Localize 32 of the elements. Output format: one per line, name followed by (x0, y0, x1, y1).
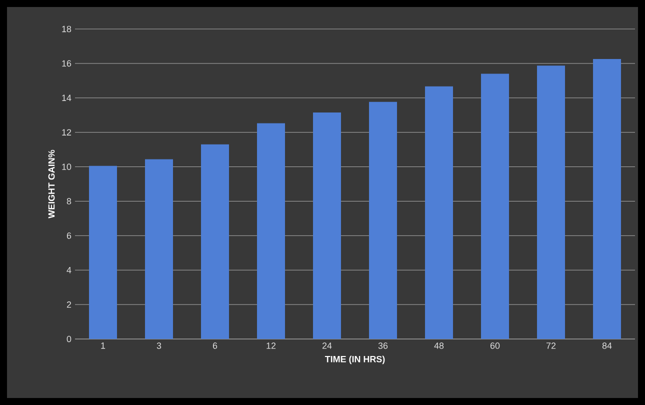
y-tick-label: 14 (62, 94, 72, 101)
x-tick-label: 12 (266, 342, 276, 349)
y-tick-label: 4 (66, 267, 72, 274)
x-tick-label: 60 (490, 342, 500, 349)
x-tick-label: 36 (378, 342, 388, 349)
bar (481, 74, 510, 339)
y-tick-label: 8 (66, 198, 72, 204)
x-tick-label: 72 (546, 342, 556, 349)
y-tick-label: 0 (66, 336, 72, 342)
y-tick-label: 6 (66, 232, 72, 239)
bar (369, 102, 398, 339)
y-tick-label: 12 (62, 129, 72, 136)
bar (593, 58, 622, 339)
y-tick-label: 18 (62, 26, 72, 32)
x-axis-title: TIME (IN HRS) (324, 356, 385, 364)
bar (257, 123, 286, 339)
bar (425, 86, 454, 339)
x-tick-label: 84 (602, 342, 612, 349)
y-axis-title: WEIGHT GAIN% (48, 150, 55, 218)
y-tick-label: 10 (62, 164, 72, 170)
x-tick-label: 24 (322, 342, 332, 349)
bar (145, 159, 173, 339)
x-tick-label: 1 (101, 342, 106, 349)
y-tick-label: 2 (66, 301, 72, 308)
x-tick-label: 3 (156, 342, 162, 349)
bar (89, 166, 117, 339)
y-tick-label: 16 (62, 60, 72, 67)
bar (201, 144, 230, 339)
x-tick-label: 6 (212, 342, 218, 349)
bar (313, 112, 342, 339)
bar (537, 66, 566, 339)
x-tick-label: 48 (434, 342, 444, 349)
